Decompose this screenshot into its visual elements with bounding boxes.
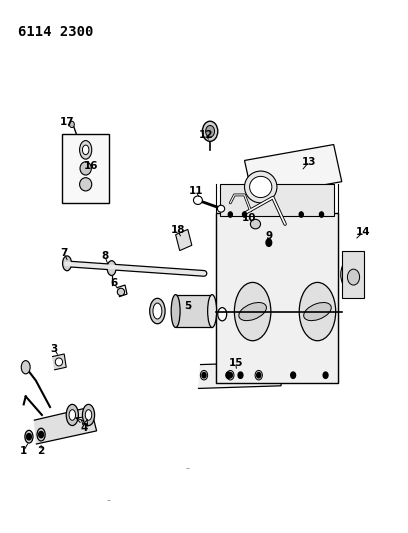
Ellipse shape bbox=[85, 410, 92, 420]
Text: 1: 1 bbox=[20, 446, 27, 456]
Ellipse shape bbox=[304, 303, 331, 321]
Circle shape bbox=[323, 372, 328, 378]
Text: 6114 2300: 6114 2300 bbox=[18, 25, 93, 39]
Circle shape bbox=[228, 212, 233, 217]
Text: 11: 11 bbox=[188, 186, 203, 196]
Ellipse shape bbox=[80, 177, 92, 191]
Ellipse shape bbox=[234, 282, 271, 341]
Ellipse shape bbox=[208, 295, 217, 327]
Circle shape bbox=[257, 373, 261, 378]
Circle shape bbox=[319, 212, 324, 217]
Ellipse shape bbox=[69, 410, 75, 420]
Circle shape bbox=[291, 372, 295, 378]
Text: 12: 12 bbox=[198, 130, 213, 140]
Ellipse shape bbox=[200, 370, 208, 380]
Ellipse shape bbox=[299, 282, 336, 341]
Ellipse shape bbox=[239, 303, 266, 321]
Text: 13: 13 bbox=[302, 157, 317, 166]
Ellipse shape bbox=[251, 219, 261, 229]
Circle shape bbox=[228, 373, 233, 378]
Circle shape bbox=[39, 431, 44, 438]
PathPatch shape bbox=[175, 229, 192, 251]
PathPatch shape bbox=[198, 362, 283, 389]
Ellipse shape bbox=[25, 430, 33, 443]
Ellipse shape bbox=[150, 298, 165, 324]
Ellipse shape bbox=[193, 196, 202, 205]
PathPatch shape bbox=[34, 407, 97, 444]
Ellipse shape bbox=[206, 125, 215, 137]
Circle shape bbox=[238, 372, 243, 378]
Text: 5: 5 bbox=[184, 301, 191, 311]
Ellipse shape bbox=[218, 308, 227, 321]
Text: 6: 6 bbox=[111, 278, 118, 288]
Ellipse shape bbox=[82, 145, 89, 155]
Ellipse shape bbox=[255, 370, 262, 380]
Ellipse shape bbox=[153, 303, 162, 319]
Text: -: - bbox=[186, 463, 190, 473]
Ellipse shape bbox=[202, 121, 218, 141]
Circle shape bbox=[202, 373, 206, 378]
Text: 4: 4 bbox=[81, 423, 88, 433]
Text: 2: 2 bbox=[38, 446, 45, 456]
Ellipse shape bbox=[117, 288, 124, 296]
Text: 16: 16 bbox=[84, 161, 99, 171]
Ellipse shape bbox=[227, 370, 234, 380]
Text: 18: 18 bbox=[171, 225, 185, 236]
Text: 7: 7 bbox=[60, 248, 68, 259]
Text: 14: 14 bbox=[356, 227, 370, 237]
Ellipse shape bbox=[55, 358, 62, 366]
Ellipse shape bbox=[62, 256, 71, 271]
Bar bbox=[175, 295, 212, 327]
Text: 15: 15 bbox=[228, 358, 243, 368]
Ellipse shape bbox=[341, 261, 355, 288]
Ellipse shape bbox=[250, 176, 272, 198]
Circle shape bbox=[266, 239, 272, 246]
Ellipse shape bbox=[21, 361, 30, 374]
Circle shape bbox=[299, 212, 303, 217]
Ellipse shape bbox=[217, 205, 225, 212]
Bar bbox=[216, 214, 338, 383]
Ellipse shape bbox=[80, 141, 92, 159]
Ellipse shape bbox=[69, 121, 74, 127]
Text: 9: 9 bbox=[265, 231, 273, 241]
Text: 8: 8 bbox=[101, 251, 109, 261]
Circle shape bbox=[226, 372, 231, 378]
Ellipse shape bbox=[66, 405, 78, 425]
Ellipse shape bbox=[82, 405, 95, 425]
Bar bbox=[62, 134, 109, 203]
PathPatch shape bbox=[52, 354, 66, 370]
Text: -: - bbox=[107, 495, 111, 505]
Circle shape bbox=[242, 212, 246, 217]
Ellipse shape bbox=[171, 295, 180, 327]
Ellipse shape bbox=[37, 428, 45, 441]
Ellipse shape bbox=[244, 171, 277, 203]
Ellipse shape bbox=[348, 269, 359, 285]
Circle shape bbox=[27, 433, 31, 440]
Text: 17: 17 bbox=[60, 117, 74, 127]
Text: 3: 3 bbox=[51, 344, 58, 354]
Bar bbox=[342, 251, 364, 298]
PathPatch shape bbox=[244, 144, 342, 198]
Ellipse shape bbox=[107, 261, 116, 276]
Ellipse shape bbox=[344, 266, 352, 283]
Ellipse shape bbox=[80, 162, 91, 175]
Text: 10: 10 bbox=[241, 213, 256, 223]
Bar bbox=[220, 184, 334, 216]
